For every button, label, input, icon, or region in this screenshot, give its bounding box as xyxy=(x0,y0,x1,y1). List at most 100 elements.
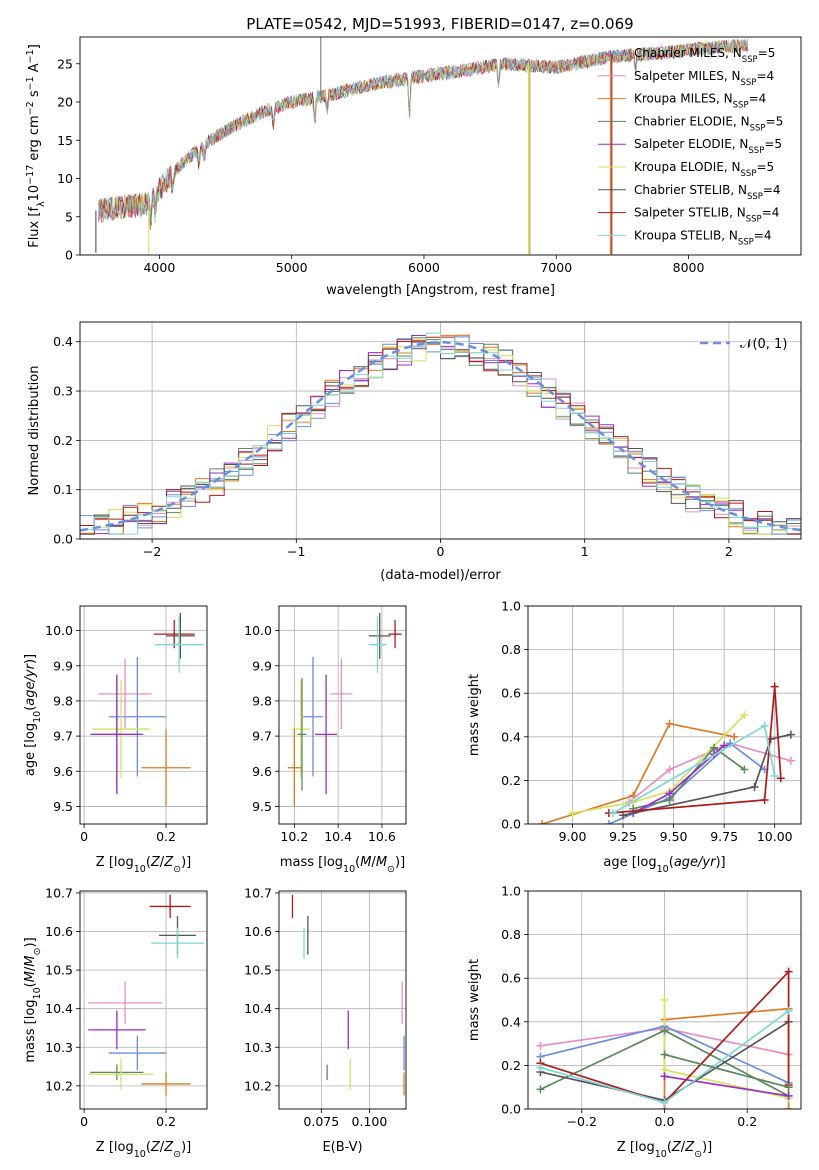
errorbar-chabrier-miles xyxy=(108,656,167,777)
label-part: −17 xyxy=(25,165,36,185)
label-part: erg cm xyxy=(27,115,42,164)
legend-value: =4 xyxy=(763,183,781,197)
series-line xyxy=(622,733,792,817)
errorbar-kroupa-elodie xyxy=(88,1058,154,1090)
legend-sub: SSP xyxy=(741,78,757,88)
y-axis-label: mass [log10(M/M⊙)] xyxy=(23,937,43,1062)
x-tick-label: 0.2 xyxy=(156,1114,176,1129)
x-tick-label: 0.2 xyxy=(156,829,176,844)
legend-text: Salpeter ELODIE, N xyxy=(634,137,748,151)
x-tick-label: 9.50 xyxy=(660,829,688,844)
series-kroupa-stelib xyxy=(536,1006,793,1107)
label-part: mass [log xyxy=(23,999,38,1062)
legend-value: =4 xyxy=(754,228,772,242)
series-line xyxy=(572,714,746,814)
y-tick-label: 0.4 xyxy=(501,729,521,744)
x-axis-label: Z [log10(Z/Z⊙)] xyxy=(96,855,191,875)
x-tick-label: 0.100 xyxy=(352,1114,388,1129)
series-marker xyxy=(604,820,613,824)
x-tick-label: 0 xyxy=(80,829,88,844)
y-tick-label: 9.6 xyxy=(53,764,73,779)
label-part: Z xyxy=(684,1140,695,1155)
legend-value: =4 xyxy=(756,69,774,83)
axes-frame xyxy=(278,890,407,1110)
x-tick-label: 0 xyxy=(80,1114,88,1129)
errorbar-kroupa-miles xyxy=(287,729,301,807)
x-axis-label: Z [log10(Z/Z⊙)] xyxy=(96,1140,191,1160)
errorbar-kroupa-miles xyxy=(141,729,191,807)
series-chabrier-elodie xyxy=(660,1050,793,1092)
label-part: λ xyxy=(36,201,47,207)
y-tick-label: 10.0 xyxy=(244,623,272,638)
errorbar-chabrier-elodie xyxy=(297,678,307,791)
legend-text: Chabrier STELIB, N xyxy=(634,183,747,197)
label-part: ⊙ xyxy=(173,1149,181,1160)
histogram-kroupa-stelib xyxy=(80,332,801,535)
axes-frame xyxy=(79,890,208,1110)
errorbar-salpeter-stelib xyxy=(149,894,191,919)
errorbar-chabrier-miles xyxy=(303,656,323,777)
series-marker xyxy=(740,765,749,774)
legend-value: =5 xyxy=(756,160,774,174)
y-tick-label: 10.6 xyxy=(244,924,272,939)
series-marker xyxy=(538,820,547,824)
y-tick-label: 15 xyxy=(57,133,73,148)
series-salpeter-stelib xyxy=(604,682,785,818)
x-tick-label: 8000 xyxy=(673,260,705,275)
label-part: 10 xyxy=(343,864,355,875)
label-part: )] xyxy=(715,855,725,870)
x-tick-label: 4000 xyxy=(143,260,175,275)
legend-value: =4 xyxy=(762,206,780,220)
errorbar-chabrier-elodie xyxy=(90,1064,144,1081)
label-part: / xyxy=(681,1140,686,1155)
label-part: −1 xyxy=(25,76,36,90)
label-part: 10 xyxy=(134,1149,146,1160)
series-line xyxy=(540,969,790,1104)
y-tick-label: 10.5 xyxy=(244,963,272,978)
legend-text: Salpeter MILES, N xyxy=(634,69,741,83)
legend-value: =5 xyxy=(764,137,782,151)
y-tick-label: 10.0 xyxy=(45,623,73,638)
panel-spectrum: 4000 5000 6000 7000 8000 0 5 10 15 20 25 Chabrier M… xyxy=(25,36,802,298)
label-part: ( xyxy=(146,1140,151,1155)
y-tick-label: 25 xyxy=(57,56,73,71)
label-part: 10 xyxy=(657,864,669,875)
legend-sub: SSP xyxy=(746,215,762,225)
series-marker xyxy=(660,1026,669,1035)
label-part: M xyxy=(376,855,387,870)
label-part: 10 xyxy=(32,987,43,999)
y-tick-label: 10.3 xyxy=(45,1040,73,1055)
y-tick-label: 0.1 xyxy=(53,482,73,497)
legend-entry: Salpeter ELODIE, NSSP=5 xyxy=(634,137,782,156)
label-part: Z xyxy=(163,1140,174,1155)
y-axis-label: mass weight xyxy=(467,959,482,1041)
errorbar-kroupa-stelib xyxy=(368,616,387,673)
label-part: / xyxy=(160,855,165,870)
panel-age_vs_mass: 10.2 10.4 10.6 9.5 9.6 9.7 9.8 9.9 10.0 mass [log… xyxy=(244,605,407,875)
errorbar-salpeter-stelib xyxy=(388,620,402,649)
series-marker xyxy=(784,1091,793,1100)
y-tick-label: 0.8 xyxy=(501,642,521,657)
y-tick-label: 0.2 xyxy=(501,1058,521,1073)
errorbar-salpeter-miles xyxy=(330,658,353,730)
spectrum-line-chabrier-elodie xyxy=(98,39,748,226)
axes-frame xyxy=(527,890,802,1110)
label-part: ( xyxy=(23,706,38,711)
label-part: )] xyxy=(181,1140,191,1155)
label-part: ⊙ xyxy=(694,1149,702,1160)
panel-massweight_vs_age: 9.00 9.25 9.50 9.75 10.00 0.0 0.2 0.4 0.6 0.8 1.0 a… xyxy=(467,599,802,875)
y-tick-label: 9.7 xyxy=(53,729,73,744)
y-tick-label: 0.2 xyxy=(53,433,73,448)
label-part: age/yr xyxy=(23,662,38,705)
series-marker xyxy=(730,732,739,741)
y-tick-label: 1.0 xyxy=(501,884,521,899)
label-part: Z [log xyxy=(617,1140,655,1155)
y-axis-label: Normed distribution xyxy=(27,366,42,496)
y-tick-label: 0.0 xyxy=(53,532,73,547)
y-tick-label: 10.2 xyxy=(45,1078,73,1093)
series-kroupa-elodie xyxy=(568,711,749,818)
y-tick-label: 0.8 xyxy=(501,927,521,942)
legend-sub: SSP xyxy=(750,123,766,133)
panel-mass_vs_Z: 0 0.210.210.310.410.510.610.7Z [log10(Z/Z… xyxy=(23,885,208,1160)
panel-mass_vs_EBV: 0.075 0.100 10.2 10.3 10.4 10.5 10.6 10.7 E(B-V) xyxy=(244,885,407,1155)
